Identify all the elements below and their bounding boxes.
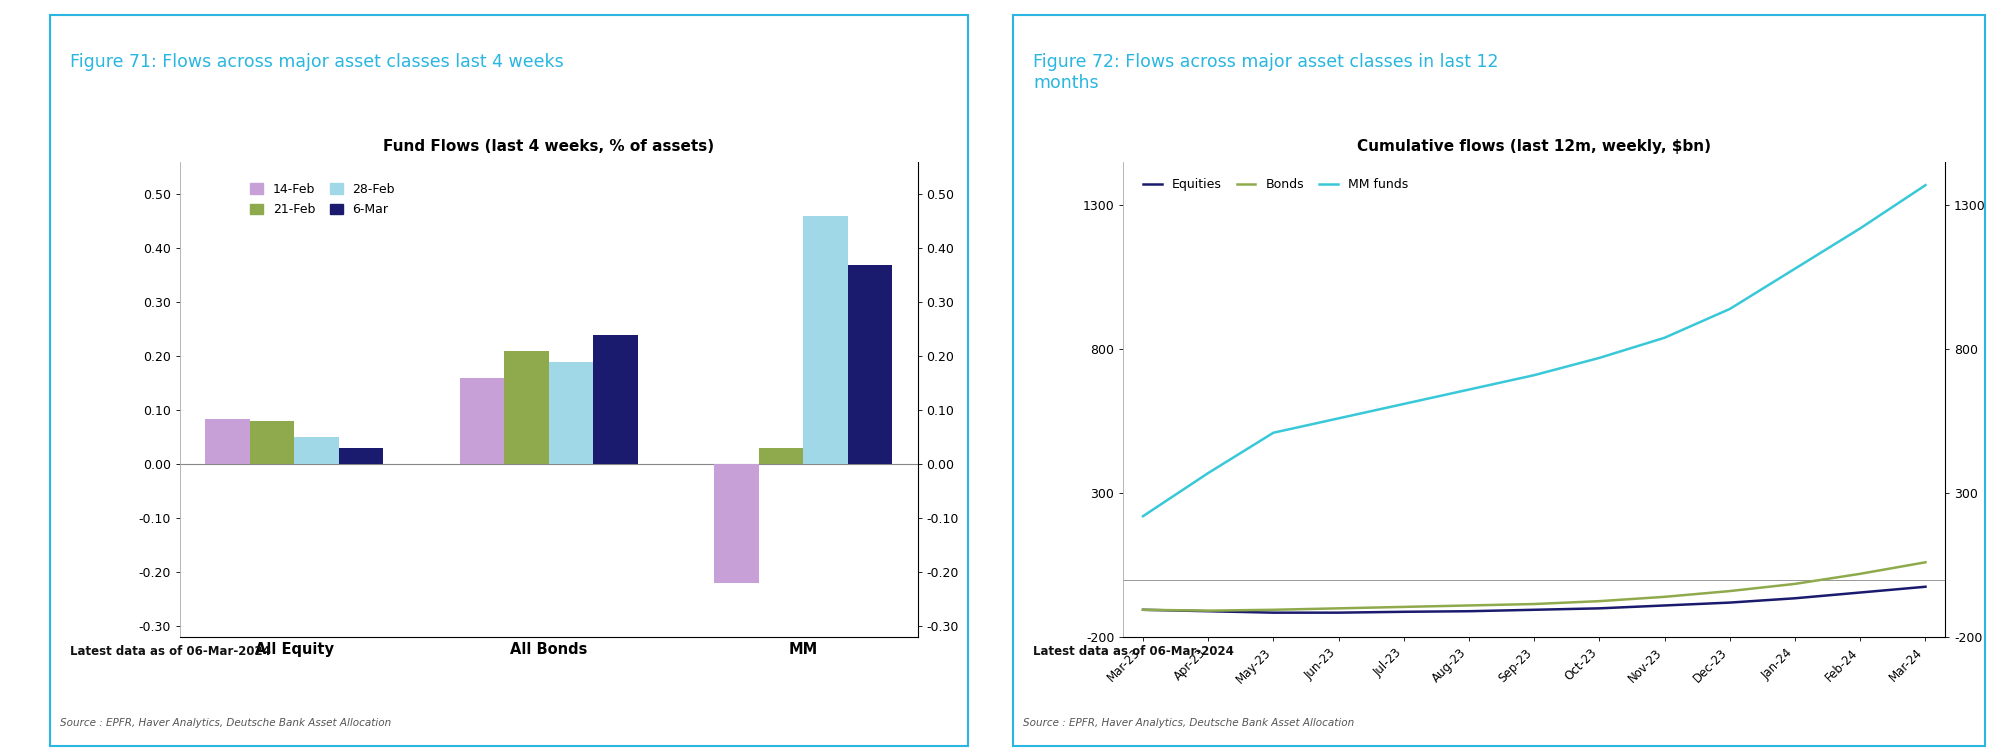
MM funds xyxy=(1522,371,1546,380)
MM funds xyxy=(1782,264,1806,273)
Text: Latest data as of 06-Mar-2024: Latest data as of 06-Mar-2024 xyxy=(1033,645,1233,657)
MM funds xyxy=(1586,354,1610,363)
Equities xyxy=(1848,588,1872,597)
Bar xyxy=(757,448,803,464)
Bar xyxy=(340,448,384,464)
Bonds xyxy=(1391,602,1415,611)
Bonds xyxy=(1586,596,1610,605)
Equities xyxy=(1131,605,1155,615)
Equities xyxy=(1912,582,1936,591)
Text: Source : EPFR, Haver Analytics, Deutsche Bank Asset Allocation: Source : EPFR, Haver Analytics, Deutsche… xyxy=(1023,718,1355,728)
Equities xyxy=(1195,607,1219,616)
Equities xyxy=(1522,605,1546,615)
Equities xyxy=(1327,608,1351,618)
Bonds xyxy=(1131,605,1155,615)
MM funds xyxy=(1391,400,1415,409)
MM funds xyxy=(1912,181,1936,190)
Bar xyxy=(460,378,503,464)
Equities xyxy=(1586,604,1610,613)
Bar xyxy=(593,335,637,464)
Bar xyxy=(206,418,250,464)
Title: Fund Flows (last 4 weeks, % of assets): Fund Flows (last 4 weeks, % of assets) xyxy=(384,139,713,154)
Bonds xyxy=(1457,601,1481,610)
Legend: 14-Feb, 21-Feb, 28-Feb, 6-Mar: 14-Feb, 21-Feb, 28-Feb, 6-Mar xyxy=(246,178,400,222)
Text: Source : EPFR, Haver Analytics, Deutsche Bank Asset Allocation: Source : EPFR, Haver Analytics, Deutsche… xyxy=(60,718,392,728)
Equities xyxy=(1716,598,1740,607)
MM funds xyxy=(1261,428,1285,437)
Bonds xyxy=(1912,558,1936,567)
Line: Bonds: Bonds xyxy=(1143,562,1924,611)
Line: Equities: Equities xyxy=(1143,587,1924,613)
MM funds xyxy=(1652,333,1676,342)
MM funds xyxy=(1848,224,1872,233)
Bar xyxy=(294,437,340,464)
Bonds xyxy=(1327,604,1351,613)
Legend: Equities, Bonds, MM funds: Equities, Bonds, MM funds xyxy=(1137,173,1413,196)
MM funds xyxy=(1195,468,1219,477)
Bonds xyxy=(1716,587,1740,596)
Bar xyxy=(803,216,847,464)
Title: Cumulative flows (last 12m, weekly, $bn): Cumulative flows (last 12m, weekly, $bn) xyxy=(1357,139,1710,154)
Bar xyxy=(713,464,757,583)
Text: Latest data as of 06-Mar-2024: Latest data as of 06-Mar-2024 xyxy=(70,645,270,657)
Text: Figure 71: Flows across major asset classes last 4 weeks: Figure 71: Flows across major asset clas… xyxy=(70,53,563,71)
Bonds xyxy=(1652,593,1676,602)
Text: Figure 72: Flows across major asset classes in last 12
months: Figure 72: Flows across major asset clas… xyxy=(1033,53,1498,91)
Bar xyxy=(847,265,891,464)
Bonds xyxy=(1522,599,1546,608)
MM funds xyxy=(1457,385,1481,394)
Line: MM funds: MM funds xyxy=(1143,185,1924,516)
Bonds xyxy=(1261,605,1285,615)
Equities xyxy=(1782,593,1806,602)
Bonds xyxy=(1848,569,1872,578)
Bonds xyxy=(1195,606,1219,615)
Bar xyxy=(503,351,547,464)
MM funds xyxy=(1327,414,1351,423)
Bar xyxy=(547,362,593,464)
Equities xyxy=(1261,608,1285,618)
Bonds xyxy=(1782,579,1806,588)
Equities xyxy=(1457,607,1481,616)
Bar xyxy=(250,421,294,464)
Equities xyxy=(1652,601,1676,610)
Equities xyxy=(1391,607,1415,616)
MM funds xyxy=(1716,305,1740,314)
MM funds xyxy=(1131,512,1155,521)
